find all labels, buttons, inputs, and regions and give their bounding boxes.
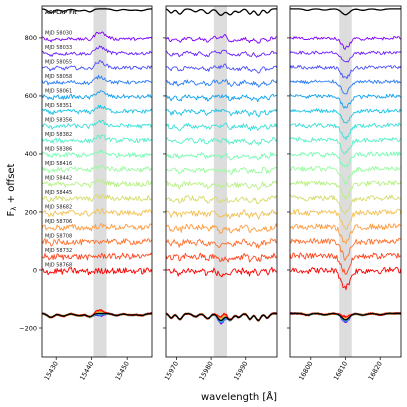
aspcap-fit-line <box>290 8 401 16</box>
series-label: MJD 58061 <box>45 88 72 94</box>
spectrum-line <box>166 63 277 74</box>
x-tick-label: 15430 <box>43 360 60 382</box>
x-tick-label: 15440 <box>78 360 95 382</box>
spectrum-line <box>42 267 152 276</box>
y-tick-label: 600 <box>25 92 37 100</box>
series-label: MJD 58386 <box>45 147 72 153</box>
y-axis-label: Fλ + offset <box>6 163 18 216</box>
spectrum-line <box>42 238 152 247</box>
panel-1: 15430 15440 15450 800 600 400 200 0 −200 ASPCAP F… <box>19 5 153 382</box>
series-label: MJD 58356 <box>45 118 72 124</box>
series-label: MJD 58708 <box>45 234 72 240</box>
axes-frame <box>41 5 153 358</box>
series-label: MJD 58055 <box>45 59 72 65</box>
spectrum-line <box>290 36 401 50</box>
x-tick-label: 16800 <box>297 360 314 382</box>
spectrum-line <box>166 79 277 88</box>
panel-2: 15970 15980 15990 <box>163 5 278 382</box>
series-label: MJD 58416 <box>45 161 72 167</box>
spectrum-line <box>290 252 401 275</box>
y-tick-label: 400 <box>25 150 37 158</box>
axes-frame <box>165 5 278 358</box>
spectrum-line <box>290 79 401 95</box>
spectrum-line <box>42 134 152 144</box>
aspcap-fit-line <box>166 8 277 16</box>
panel-3: 16800 16810 16820 <box>287 5 402 382</box>
spectrum-line <box>166 49 277 58</box>
spectrum-line <box>42 45 152 57</box>
spectrum-line <box>42 223 152 232</box>
series-label: MJD 58030 <box>45 30 72 36</box>
aspcap-fit-line <box>42 8 152 14</box>
spectrum-line <box>166 223 277 234</box>
spectrum-line <box>166 195 277 204</box>
spectrum-line <box>290 194 401 215</box>
spectrum-line <box>166 136 277 146</box>
spectrum-line <box>42 193 152 202</box>
x-tick-label: 16820 <box>367 360 384 382</box>
residual-fit-line <box>42 312 152 319</box>
y-tick-label: 200 <box>25 208 37 216</box>
spectrum-line <box>290 93 401 109</box>
spectrum-line <box>42 119 152 130</box>
series-label: MJD 58445 <box>45 190 72 196</box>
residual-fit-line <box>166 312 277 322</box>
x-tick-label: 15990 <box>232 360 249 382</box>
y-tick-label: −200 <box>19 324 37 332</box>
spectrum-line <box>42 90 152 100</box>
spectrum-line <box>42 104 152 115</box>
spectrum-line <box>290 223 401 245</box>
spectrum-line <box>166 209 277 220</box>
series-label: MJD 58682 <box>45 205 72 211</box>
spectrum-line <box>290 165 401 185</box>
spectrum-line <box>42 149 152 158</box>
spectrum-line <box>166 266 277 278</box>
spectrum-line <box>42 208 152 218</box>
series-label: MJD 58732 <box>45 248 72 254</box>
spectrum-line <box>42 252 152 261</box>
series-label: MJD 58706 <box>45 219 72 225</box>
series-label: MJD 58442 <box>45 176 72 182</box>
spectrum-line <box>290 180 401 200</box>
spectrum-line <box>166 151 277 161</box>
series-label: MJD 58351 <box>45 103 72 109</box>
spectrum-line <box>290 151 401 168</box>
spectrum-line <box>166 108 277 118</box>
series-label: MJD 58033 <box>45 45 72 51</box>
spectrum-line <box>166 122 277 132</box>
series-label: MJD 58058 <box>45 74 72 80</box>
series-label: MJD 58382 <box>45 132 72 138</box>
spectrum-line <box>166 93 277 103</box>
fit-label: ASPCAP Fit <box>45 10 77 16</box>
x-tick-label: 15450 <box>114 360 131 382</box>
spectrum-line <box>290 208 401 230</box>
spectrum-line <box>166 33 277 44</box>
spectrum-line <box>290 122 401 141</box>
spectrum-line <box>290 136 401 155</box>
x-tick-label: 16810 <box>332 360 349 382</box>
spectrum-line <box>290 50 401 63</box>
y-tick-label: 0 <box>33 266 37 274</box>
spectrum-line <box>166 180 277 190</box>
spectrum-line <box>166 166 277 175</box>
x-axis-label: wavelength [Å] <box>201 390 277 403</box>
series-label: MJD 58768 <box>45 263 72 269</box>
spectrum-line <box>290 266 401 291</box>
spectrum-line <box>42 74 152 86</box>
y-tick-label: 800 <box>25 34 37 42</box>
spectrum-line <box>42 165 152 174</box>
residual-fit-line <box>290 312 401 321</box>
spectrum-line <box>42 179 152 188</box>
x-tick-label: 15980 <box>198 360 215 382</box>
spectrum-line <box>42 31 152 43</box>
x-tick-label: 15970 <box>163 360 180 382</box>
spectrum-line <box>290 108 401 124</box>
highlight-band <box>213 6 228 357</box>
spectrum-line <box>290 237 401 261</box>
spectrum-line <box>290 64 401 80</box>
spectrum-line <box>166 252 277 263</box>
spectrum-line <box>166 238 277 249</box>
spectrum-line <box>42 59 152 72</box>
